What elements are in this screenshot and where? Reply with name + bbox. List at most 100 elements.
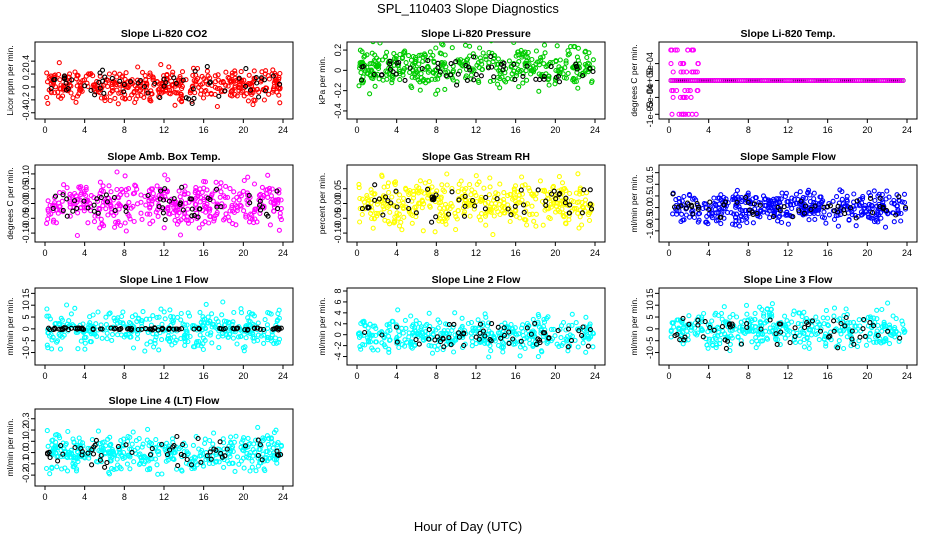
- data-point: [261, 97, 267, 103]
- data-point: [730, 196, 736, 203]
- data-point: [68, 311, 74, 317]
- y-tick-label: -10: [645, 346, 655, 359]
- data-point: [187, 333, 193, 340]
- data-point: [733, 211, 740, 217]
- data-point: [242, 443, 249, 449]
- data-point: [745, 190, 751, 196]
- data-point: [255, 337, 261, 343]
- data-point: [268, 199, 274, 205]
- data-point: [246, 192, 252, 198]
- y-axis-label: kPa per min.: [317, 57, 327, 105]
- data-point: [103, 94, 110, 100]
- data-point: [99, 67, 106, 73]
- data-point: [494, 196, 500, 202]
- data-point: [785, 332, 791, 338]
- data-point: [271, 430, 277, 436]
- data-point: [396, 344, 402, 351]
- data-point: [247, 87, 254, 93]
- data-point: [587, 65, 593, 72]
- x-tick-label: 4: [82, 125, 87, 135]
- data-point: [890, 313, 896, 319]
- data-point: [767, 312, 773, 318]
- y-tick-label: 0.3: [21, 413, 31, 426]
- data-point: [406, 192, 412, 198]
- data-point: [477, 330, 483, 336]
- data-point: [690, 211, 696, 217]
- data-point: [227, 208, 233, 214]
- data-point: [230, 208, 236, 214]
- data-point: [449, 45, 455, 51]
- data-point: [417, 87, 423, 93]
- data-point: [236, 82, 242, 88]
- data-point: [841, 326, 847, 332]
- data-point: [459, 315, 465, 321]
- data-point: [208, 214, 214, 220]
- data-point: [565, 326, 572, 332]
- data-point: [259, 184, 265, 190]
- data-point: [515, 49, 521, 55]
- data-point: [535, 336, 541, 342]
- x-tick-label: 24: [278, 371, 288, 381]
- data-point: [583, 190, 590, 196]
- data-point: [901, 199, 908, 206]
- data-point: [187, 196, 193, 202]
- data-point: [861, 316, 867, 323]
- data-point: [424, 65, 430, 71]
- data-point: [91, 208, 97, 214]
- data-point: [419, 66, 425, 72]
- data-point: [77, 87, 83, 93]
- data-point: [240, 345, 246, 351]
- data-point: [467, 213, 473, 219]
- data-point: [553, 203, 559, 209]
- data-point: [99, 335, 105, 341]
- data-point: [866, 337, 872, 343]
- data-point: [202, 337, 208, 343]
- data-point: [147, 221, 153, 227]
- data-point: [399, 325, 405, 331]
- data-point: [70, 208, 76, 214]
- data-point: [225, 75, 231, 81]
- data-point: [539, 198, 546, 205]
- data-point: [264, 322, 270, 328]
- data-point: [727, 341, 733, 347]
- data-point: [385, 328, 391, 334]
- data-point: [732, 222, 738, 228]
- x-tick-label: 8: [122, 248, 127, 258]
- data-point: [387, 209, 393, 215]
- data-point: [723, 345, 729, 351]
- data-point: [51, 447, 58, 453]
- data-point: [243, 66, 249, 72]
- data-point: [874, 316, 880, 322]
- data-point: [700, 205, 706, 212]
- data-point: [196, 225, 202, 231]
- data-point: [491, 213, 497, 219]
- data-point: [61, 87, 67, 93]
- data-point: [387, 61, 393, 67]
- data-point: [582, 62, 588, 68]
- data-point: [138, 210, 144, 216]
- data-point: [560, 199, 566, 205]
- data-point: [884, 188, 890, 194]
- data-point: [706, 206, 712, 213]
- data-point: [758, 320, 764, 326]
- y-axis-label: ml/min per min.: [629, 174, 639, 232]
- data-point: [167, 87, 173, 93]
- data-point: [764, 306, 770, 312]
- data-point: [123, 442, 129, 448]
- data-point: [761, 311, 767, 317]
- data-point: [674, 47, 680, 53]
- data-point: [533, 341, 540, 347]
- data-point: [254, 80, 260, 86]
- data-point: [857, 334, 863, 340]
- x-tick-label: 20: [862, 371, 872, 381]
- data-point: [519, 54, 525, 60]
- data-point: [167, 447, 173, 453]
- data-point: [357, 206, 363, 212]
- data-point: [769, 301, 775, 307]
- data-point: [103, 192, 109, 198]
- data-point: [674, 317, 680, 323]
- data-point: [530, 316, 536, 322]
- data-point: [816, 337, 822, 343]
- data-point: [789, 195, 795, 201]
- data-point: [817, 328, 824, 334]
